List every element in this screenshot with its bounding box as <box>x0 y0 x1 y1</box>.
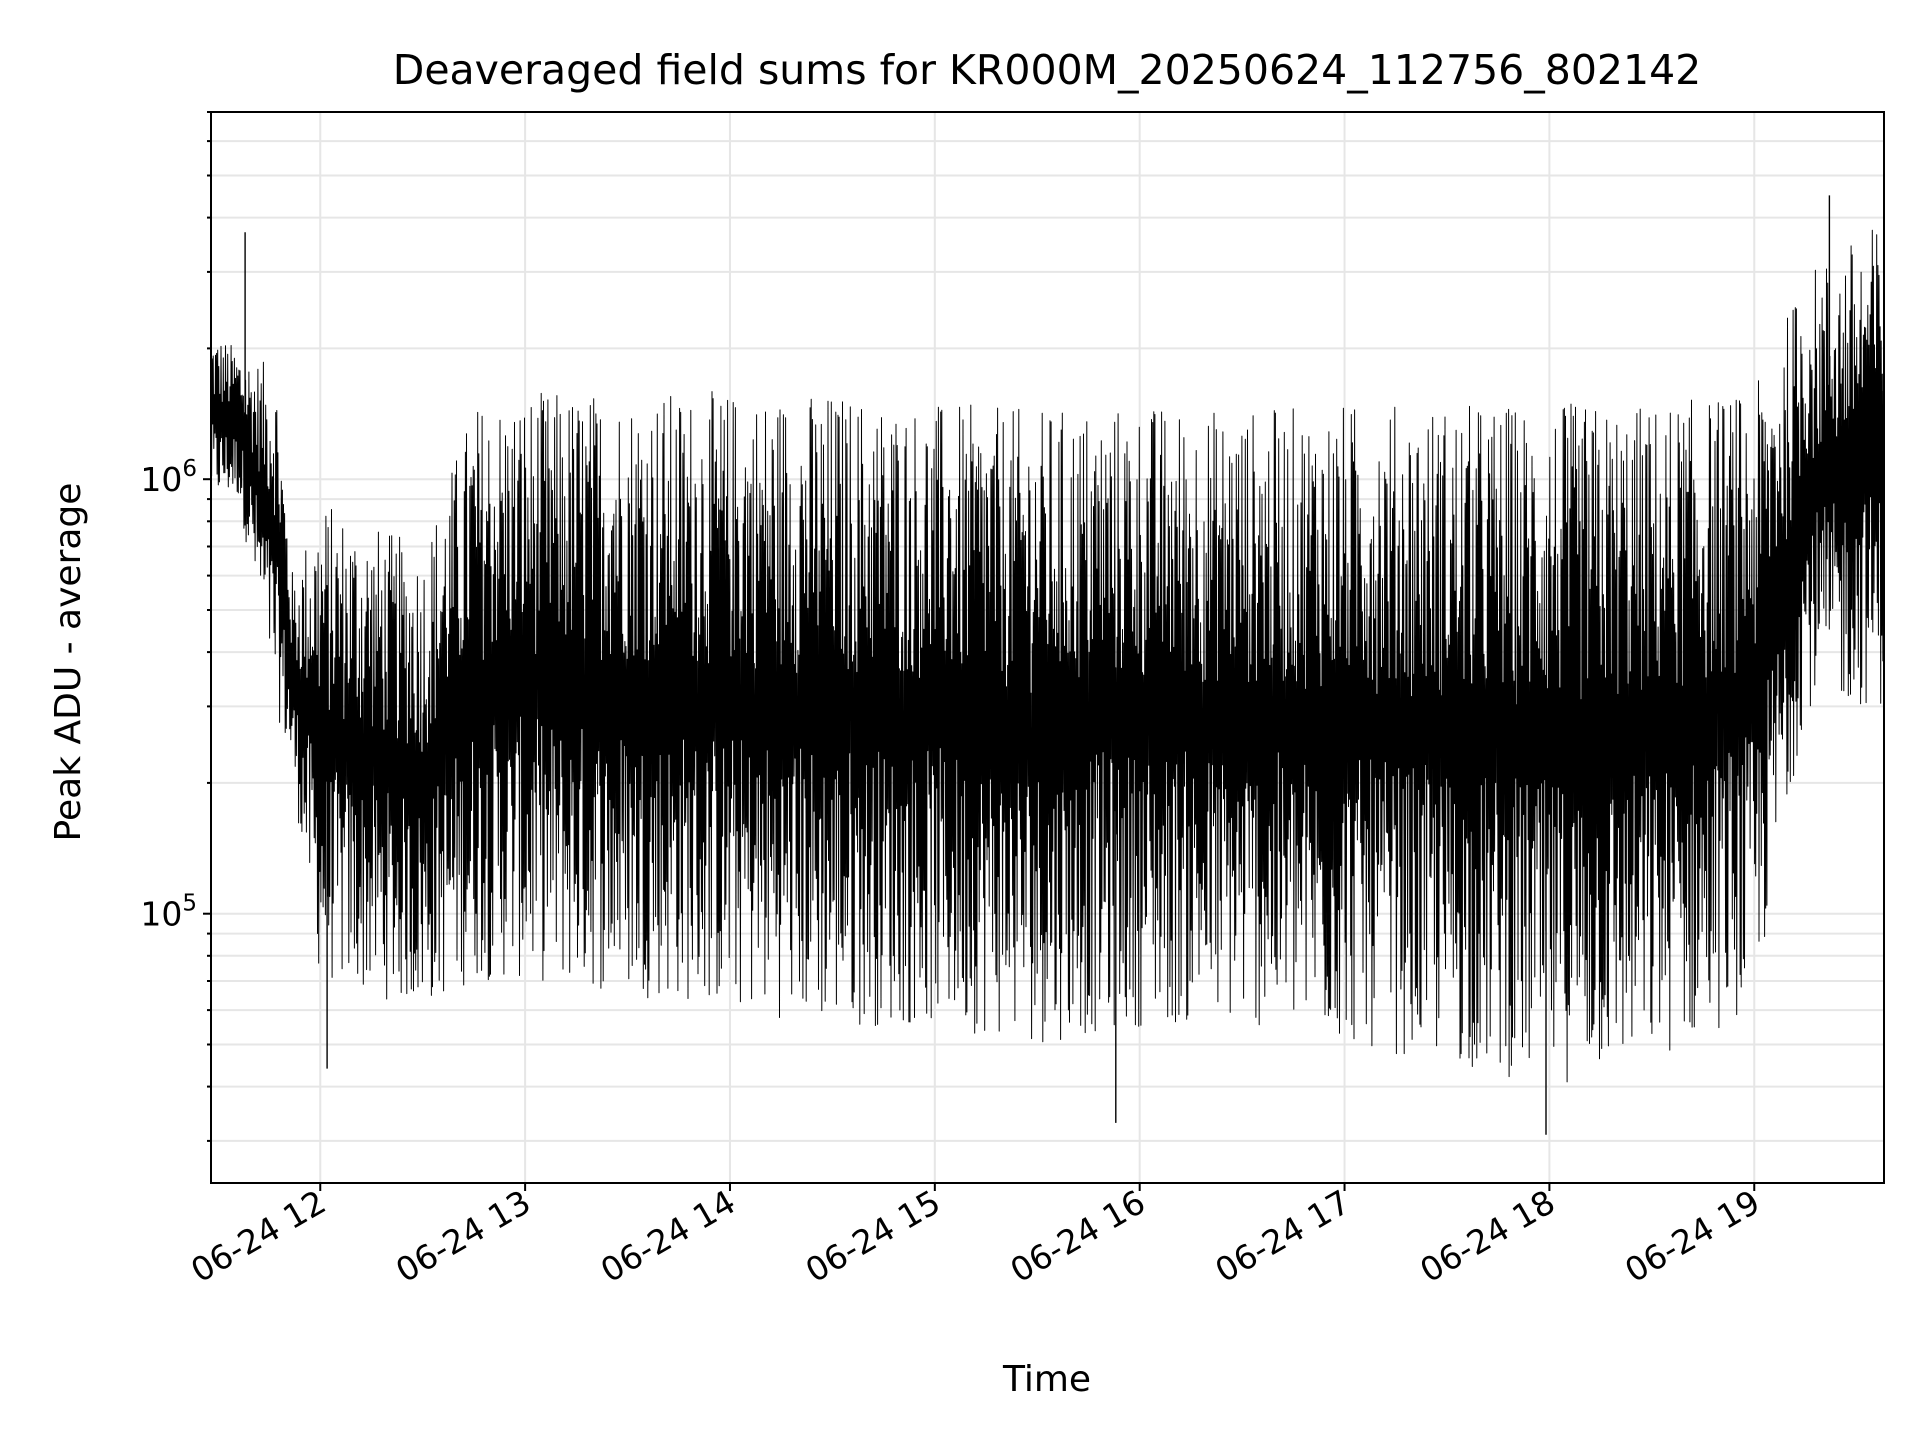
y-tick-label: 105 <box>140 891 197 934</box>
y-axis-label: Peak ADU - average <box>48 483 89 842</box>
series-line <box>210 229 1885 1083</box>
series-layer <box>210 195 1885 1135</box>
y-tick-label: 106 <box>140 456 197 499</box>
chart-title: Deaveraged field sums for KR000M_2025062… <box>393 46 1702 94</box>
plot-frame <box>210 111 1885 1184</box>
x-axis-label: Time <box>1002 1359 1091 1400</box>
